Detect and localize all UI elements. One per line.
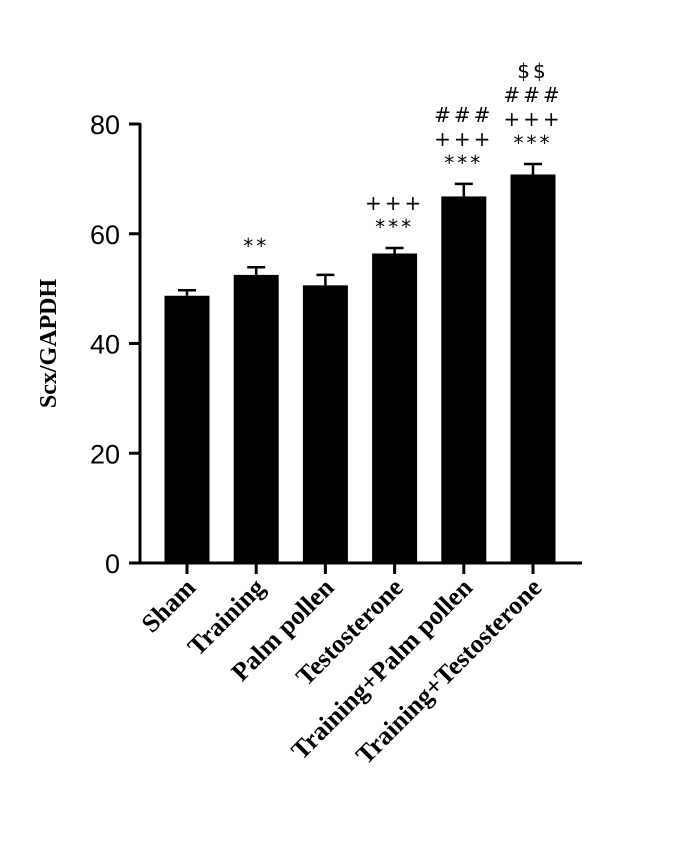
significance-label: +++ [365,191,424,215]
y-tick-label: 40 [90,330,120,360]
bar [372,253,418,563]
x-axis [138,561,582,574]
bar [441,196,487,563]
significance-label: $$ [517,59,548,83]
significance-label: +++ [434,127,493,151]
y-tick-label: 80 [90,110,120,140]
bar [164,295,210,563]
bar [302,285,348,563]
y-tick-label: 0 [105,549,120,579]
bar [233,274,279,563]
bar [510,174,556,564]
y-tick-label: 60 [90,220,120,250]
significance-label: *** [514,131,553,155]
significance-label: *** [444,151,483,175]
y-axis-title: Scx/GAPDH [36,279,62,409]
significance-annotations: *****+++***+++###***+++###$$ [243,59,562,258]
significance-label: ** [243,234,269,258]
y-tick-label: 20 [90,439,120,469]
y-axis: 0 20 40 60 80 [90,110,142,579]
significance-label: +++ [503,107,562,131]
category-label: Sham [136,572,202,638]
significance-label: *** [375,215,414,239]
significance-label: ### [503,83,562,107]
significance-label: ### [434,103,493,127]
bars [164,162,556,564]
